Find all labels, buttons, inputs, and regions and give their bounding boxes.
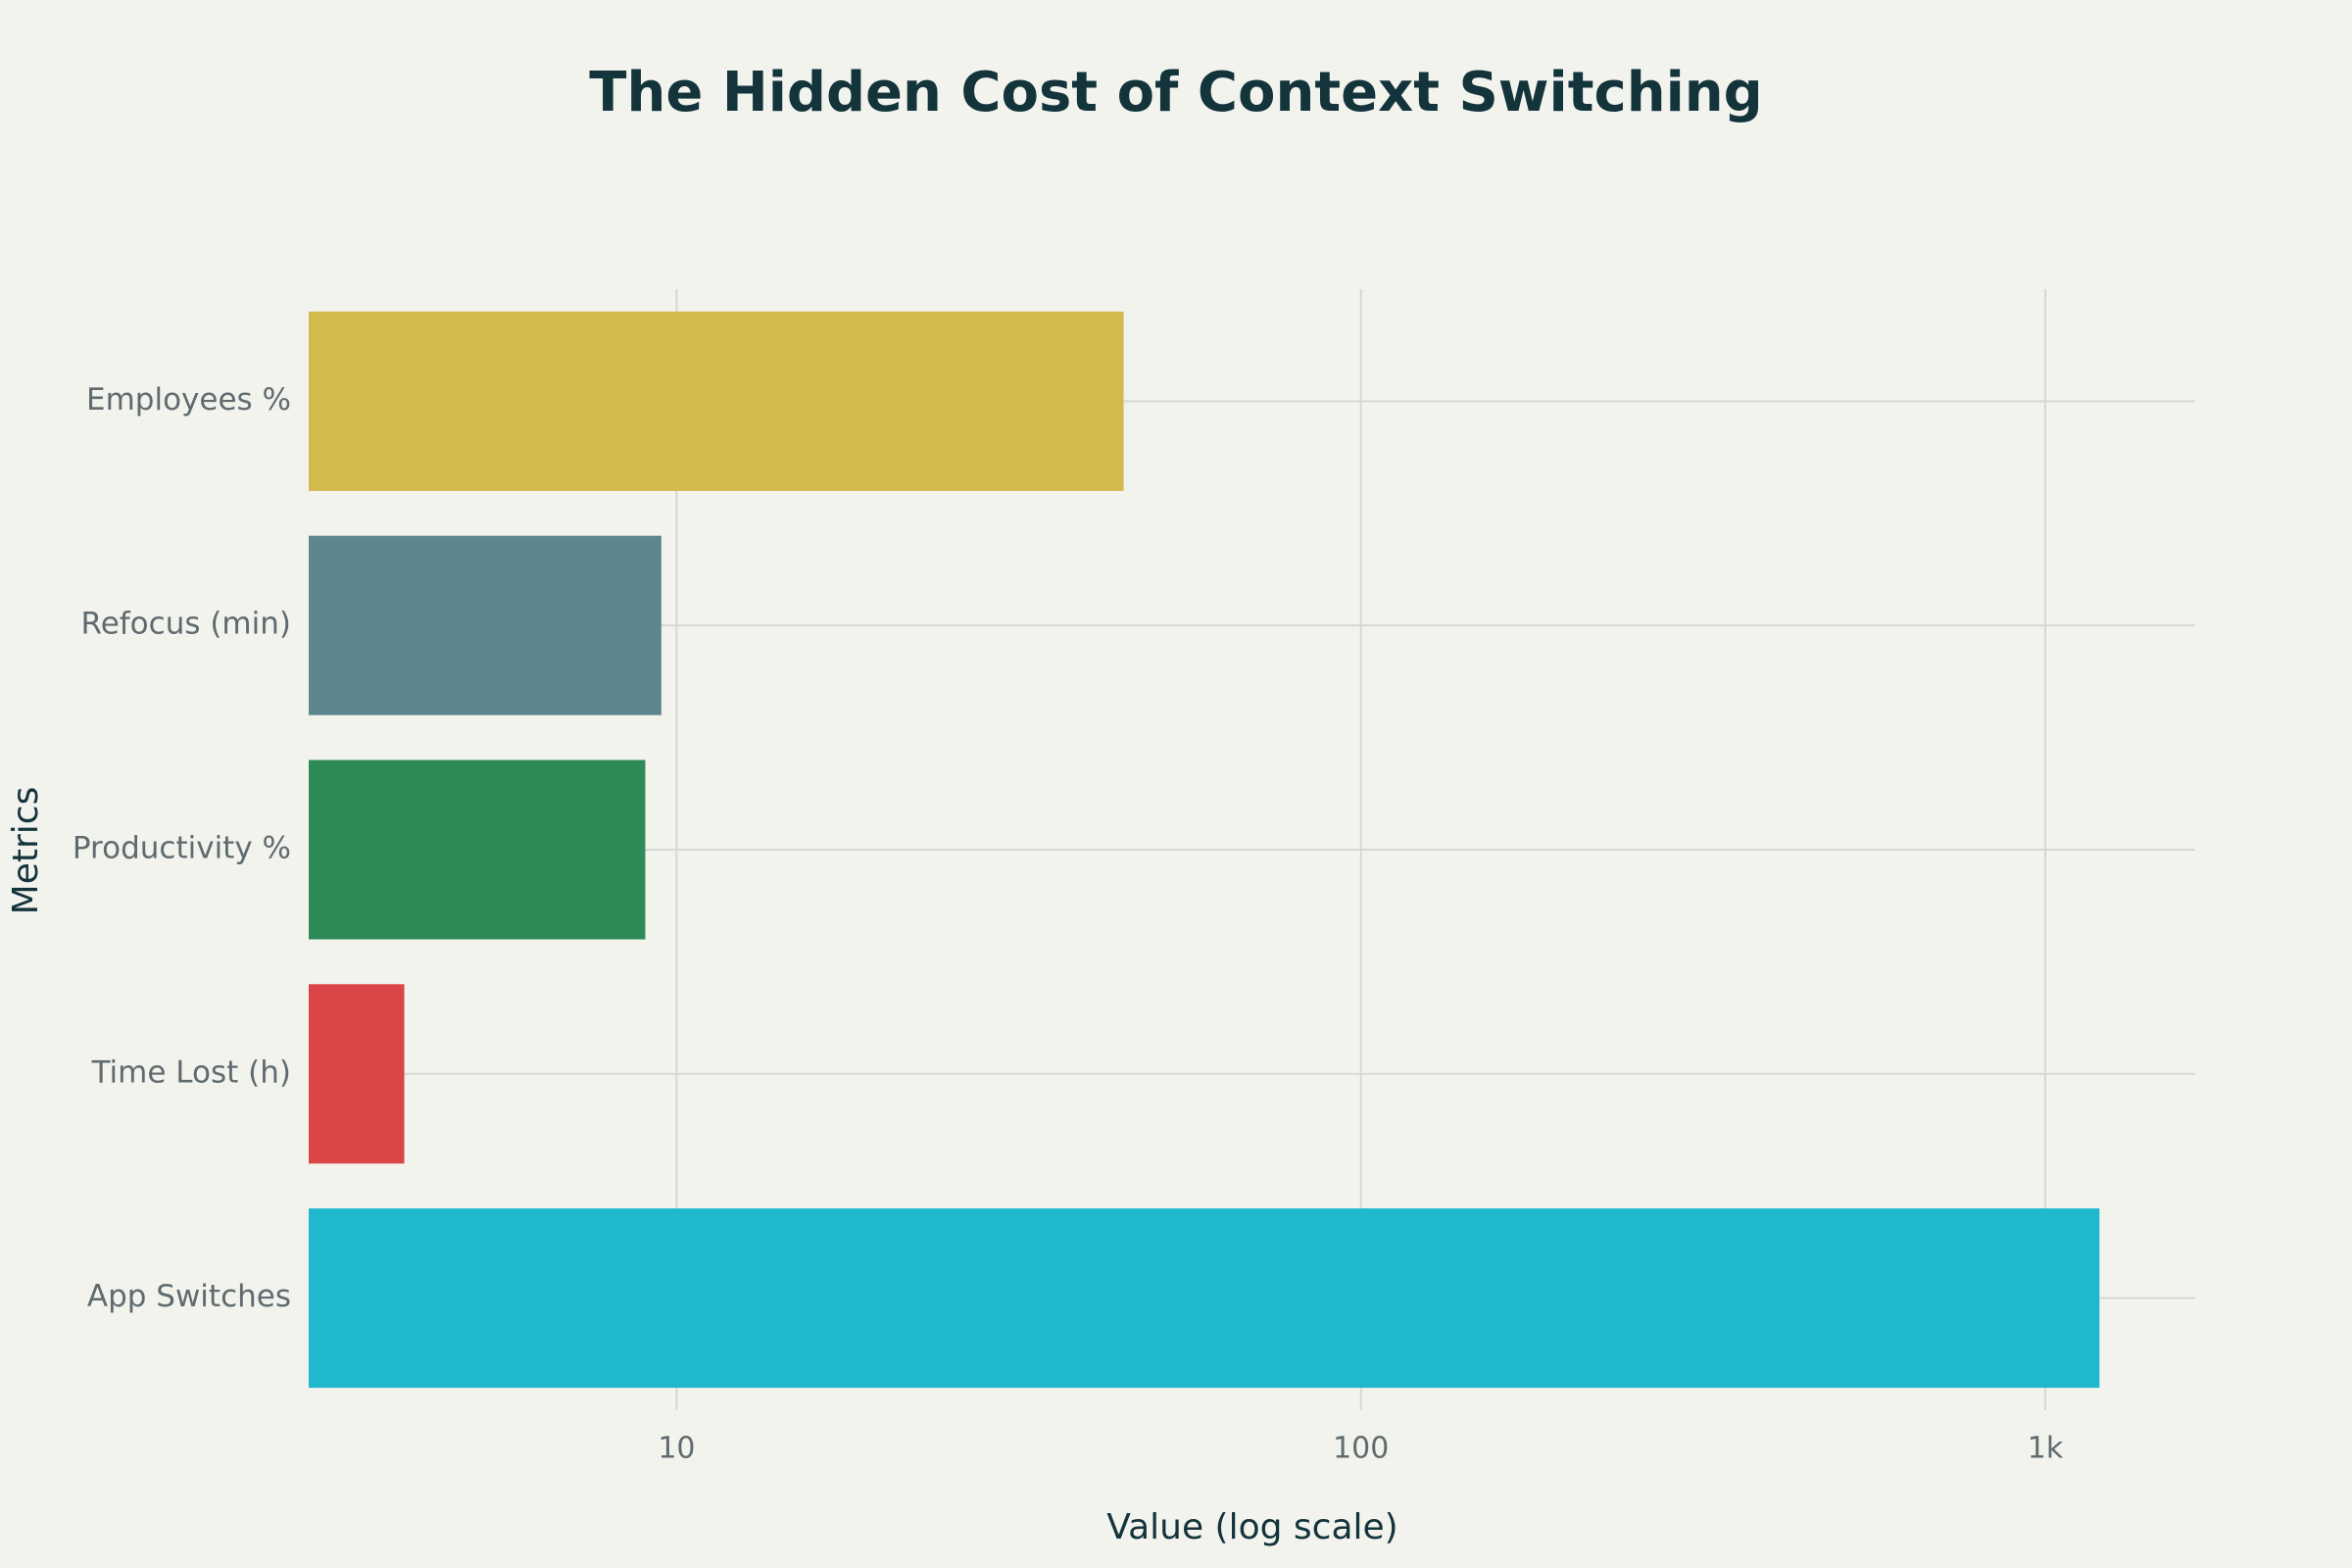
x-tick-label: 1k xyxy=(2028,1432,2064,1466)
chart-title: The Hidden Cost of Context Switching xyxy=(589,61,1762,124)
y-tick-label: Refocus (min) xyxy=(81,607,291,642)
y-tick-label: Time Lost (h) xyxy=(91,1054,291,1090)
y-axis-title: Metrics xyxy=(6,787,46,915)
x-tick-label: 100 xyxy=(1333,1432,1389,1466)
bar xyxy=(309,984,405,1164)
bar xyxy=(309,311,1124,491)
x-tick-label: 10 xyxy=(658,1432,695,1466)
y-tick-label: Productivity % xyxy=(73,831,291,866)
bar xyxy=(309,1208,2100,1389)
bar xyxy=(309,535,662,715)
bar xyxy=(309,760,646,940)
y-tick-label: Employees % xyxy=(86,382,291,417)
x-axis-title: Value (log scale) xyxy=(1106,1507,1397,1547)
y-tick-label: App Switches xyxy=(87,1279,291,1314)
